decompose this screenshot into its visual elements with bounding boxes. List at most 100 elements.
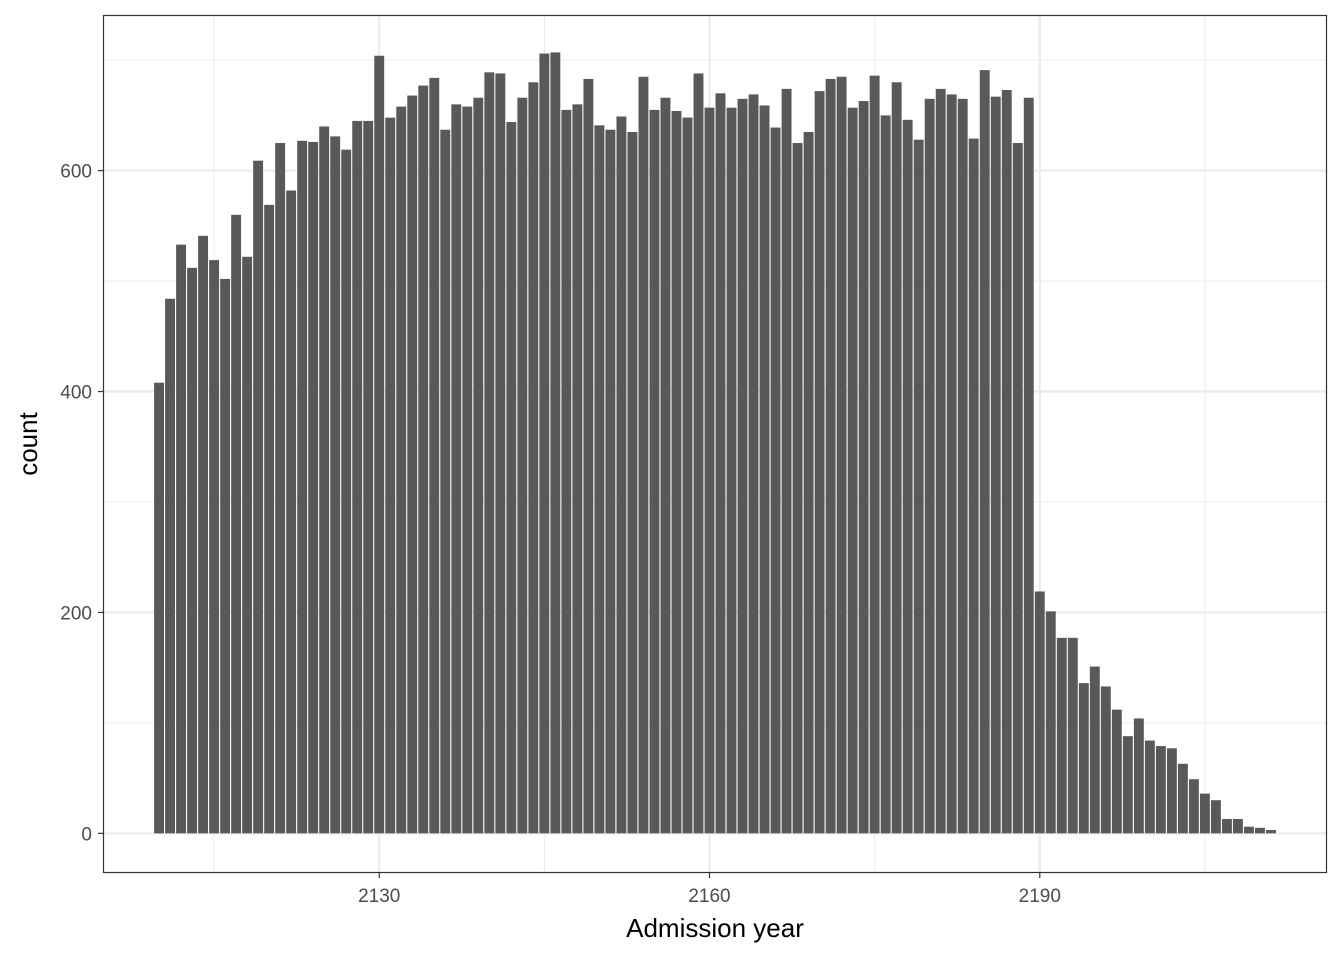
y-tick-label: 400 bbox=[60, 383, 92, 404]
bar bbox=[814, 91, 825, 834]
bar bbox=[550, 52, 561, 834]
bar bbox=[1155, 746, 1166, 834]
bar bbox=[1012, 143, 1023, 834]
bar bbox=[836, 76, 847, 834]
bar bbox=[242, 256, 253, 834]
bar bbox=[1210, 800, 1221, 834]
bar bbox=[165, 298, 176, 834]
ticks: 2130 2160 2190 0 200 400 600 bbox=[60, 162, 1061, 907]
bar bbox=[1078, 683, 1089, 834]
bar bbox=[594, 125, 605, 834]
bar bbox=[286, 190, 297, 834]
bar bbox=[1221, 818, 1232, 834]
bar bbox=[759, 105, 770, 834]
bar bbox=[638, 76, 649, 834]
bar bbox=[1111, 709, 1122, 834]
bar bbox=[726, 107, 737, 834]
bar bbox=[847, 107, 858, 834]
bar bbox=[462, 106, 473, 834]
bar bbox=[605, 129, 616, 834]
bar bbox=[572, 104, 583, 834]
bar bbox=[880, 115, 891, 834]
bar bbox=[297, 140, 308, 834]
bar bbox=[990, 96, 1001, 834]
bar bbox=[220, 278, 231, 834]
bar bbox=[616, 116, 627, 834]
bar bbox=[715, 93, 726, 834]
y-axis-title: count bbox=[13, 411, 43, 475]
bar bbox=[1266, 830, 1276, 834]
x-axis-title: Admission year bbox=[626, 913, 804, 943]
bar bbox=[891, 82, 902, 834]
bar bbox=[528, 82, 539, 834]
bar bbox=[803, 131, 814, 834]
bar bbox=[671, 110, 682, 834]
bar bbox=[1056, 637, 1067, 834]
bar bbox=[495, 73, 506, 834]
bar bbox=[924, 98, 935, 834]
bar bbox=[264, 204, 275, 834]
bar bbox=[957, 98, 968, 834]
bar bbox=[1034, 591, 1045, 834]
bar bbox=[440, 129, 451, 834]
bar bbox=[429, 77, 440, 834]
bar bbox=[979, 70, 990, 834]
bar bbox=[484, 72, 495, 834]
bar bbox=[374, 55, 385, 834]
bar bbox=[583, 78, 594, 834]
bar bbox=[539, 53, 550, 834]
y-tick-label: 200 bbox=[60, 603, 92, 624]
bar bbox=[517, 97, 528, 834]
bar bbox=[946, 94, 957, 834]
bar bbox=[154, 382, 164, 834]
bar bbox=[319, 126, 330, 834]
bar bbox=[308, 141, 319, 834]
bar bbox=[341, 149, 352, 834]
bar bbox=[275, 143, 286, 834]
bar bbox=[1243, 826, 1254, 834]
bar bbox=[1045, 611, 1056, 834]
bar bbox=[627, 131, 638, 834]
bar bbox=[1177, 763, 1188, 834]
bar bbox=[198, 235, 209, 834]
bar bbox=[561, 109, 572, 834]
bar bbox=[231, 214, 242, 834]
bar bbox=[176, 244, 187, 834]
bar bbox=[418, 85, 429, 834]
bar bbox=[1232, 818, 1243, 834]
bars bbox=[154, 52, 1276, 834]
bar bbox=[902, 119, 913, 834]
y-tick-label: 600 bbox=[60, 162, 92, 183]
bar bbox=[781, 88, 792, 834]
bar bbox=[792, 143, 803, 834]
bar bbox=[1122, 736, 1133, 834]
bar bbox=[253, 160, 264, 834]
bar bbox=[363, 120, 374, 834]
x-tick-label: 2190 bbox=[1019, 886, 1061, 907]
panel-border bbox=[102, 14, 1328, 874]
bar bbox=[451, 104, 462, 834]
bar bbox=[1144, 740, 1155, 834]
bar bbox=[1001, 90, 1012, 834]
bar bbox=[660, 97, 671, 834]
bar bbox=[737, 98, 748, 834]
bar bbox=[187, 267, 198, 834]
bar bbox=[770, 127, 781, 834]
x-tick-label: 2130 bbox=[358, 886, 400, 907]
bar bbox=[748, 94, 759, 834]
bar bbox=[1166, 748, 1177, 834]
bar bbox=[858, 101, 869, 834]
bar bbox=[407, 95, 418, 834]
bar bbox=[1188, 779, 1199, 834]
bar bbox=[682, 117, 693, 834]
bar bbox=[935, 88, 946, 834]
bar bbox=[385, 117, 396, 834]
bar bbox=[649, 109, 660, 834]
y-tick-label: 0 bbox=[81, 824, 92, 845]
bar bbox=[506, 122, 517, 834]
x-tick-label: 2160 bbox=[688, 886, 730, 907]
bar bbox=[825, 78, 836, 834]
bar bbox=[1067, 637, 1078, 834]
bar bbox=[1089, 666, 1100, 834]
